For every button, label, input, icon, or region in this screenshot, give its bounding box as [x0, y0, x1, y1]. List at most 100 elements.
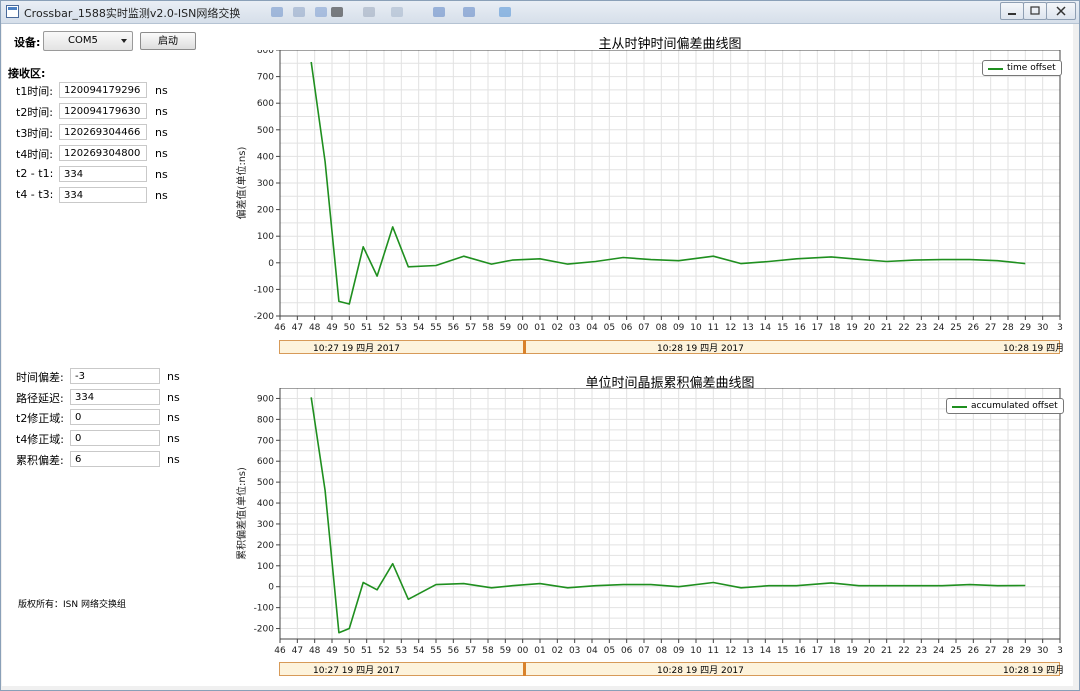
x-tick-label: 26: [968, 646, 980, 656]
x-tick-label: 24: [933, 323, 945, 333]
x-tick-label: 28: [1002, 323, 1014, 333]
result-label: t4修正域:: [16, 433, 65, 446]
x-tick-label: 08: [656, 323, 668, 333]
y-tick-label: 300: [257, 520, 274, 530]
legend-label: accumulated offset: [971, 401, 1058, 411]
minimize-button[interactable]: [1000, 2, 1024, 20]
restore-button[interactable]: [1023, 2, 1047, 20]
chevron-down-icon: [121, 39, 127, 43]
x-tick-label: 27: [985, 323, 996, 333]
receive-label: t2 - t1:: [16, 167, 54, 180]
y-tick-label: 100: [257, 562, 274, 572]
taskbar-icon: [331, 7, 343, 17]
y-tick-label: -200: [254, 625, 275, 635]
x-tick-label: 46: [274, 323, 286, 333]
x-tick-label: 12: [725, 646, 736, 656]
time-range-handle[interactable]: [523, 340, 526, 354]
time-range-bar[interactable]: 10:27 19 四月 2017 10:28 19 四月 2017 10:28 …: [279, 340, 1064, 354]
x-tick-label: 29: [1020, 646, 1032, 656]
time-range-mid: 10:28 19 四月 2017: [657, 666, 744, 676]
start-button[interactable]: 启动: [140, 32, 196, 50]
y-tick-label: 500: [257, 126, 274, 136]
receive-label: t1时间:: [16, 85, 54, 98]
x-tick-label: 19: [846, 323, 858, 333]
x-tick-label: 29: [1020, 323, 1032, 333]
x-tick-label: 07: [638, 646, 649, 656]
x-tick-label: 08: [656, 646, 668, 656]
time-range-mid: 10:28 19 四月 2017: [657, 344, 744, 354]
receive-field[interactable]: 334: [59, 187, 147, 203]
x-tick-label: 18: [829, 646, 841, 656]
result-field[interactable]: -3: [70, 368, 160, 384]
y-tick-label: -200: [254, 312, 275, 322]
x-tick-label: 58: [482, 646, 494, 656]
receive-field[interactable]: 334: [59, 166, 147, 182]
y-tick-label: 100: [257, 232, 274, 242]
x-tick-label: 57: [465, 323, 476, 333]
unit-label: ns: [167, 370, 180, 383]
result-field[interactable]: 334: [70, 389, 160, 405]
y-axis-label: 累积偏差值(单位:ns): [235, 467, 248, 560]
result-field[interactable]: 6: [70, 451, 160, 467]
x-tick-label: 56: [448, 323, 460, 333]
y-tick-label: 0: [268, 583, 274, 593]
device-select[interactable]: COM5: [43, 31, 133, 51]
x-tick-label: 25: [950, 323, 961, 333]
unit-label: ns: [167, 411, 180, 424]
x-tick-label: 17: [812, 323, 823, 333]
device-label: 设备:: [14, 36, 41, 49]
x-tick-label: 09: [673, 323, 685, 333]
time-range-end: 10:28 19 四月: [1003, 666, 1065, 676]
receive-field[interactable]: 120269304466: [59, 124, 147, 140]
unit-label: ns: [155, 84, 168, 97]
app-icon: [6, 5, 19, 18]
x-tick-label: 23: [916, 323, 927, 333]
legend-label: time offset: [1007, 63, 1056, 73]
result-label: t2修正域:: [16, 412, 65, 425]
x-tick-label: 07: [638, 323, 649, 333]
result-field[interactable]: 0: [70, 409, 160, 425]
x-tick-label: 53: [396, 646, 407, 656]
result-field[interactable]: 0: [70, 430, 160, 446]
x-tick-label: 01: [534, 323, 545, 333]
receive-field[interactable]: 120269304800: [59, 145, 147, 161]
x-tick-label: 59: [500, 323, 512, 333]
receive-field[interactable]: 120094179630: [59, 103, 147, 119]
x-tick-label: 20: [864, 323, 876, 333]
taskbar-icon: [315, 7, 327, 17]
y-tick-label: 200: [257, 206, 274, 216]
window-title: Crossbar_1588实时监测v2.0-ISN网络交换: [24, 7, 241, 20]
x-tick-label: 58: [482, 323, 494, 333]
legend-swatch: [988, 68, 1003, 70]
legend-swatch: [952, 406, 967, 408]
time-offset-chart: 46 47 48 49 50 51 52 53 54 55 56 57 58 59 00 01 02 03 04 05…: [235, 50, 1063, 333]
taskbar-icon: [391, 7, 403, 17]
x-tick-label: 49: [326, 323, 338, 333]
title-bar: Crossbar_1588实时监测v2.0-ISN网络交换: [1, 1, 1079, 24]
x-tick-label: 19: [846, 646, 858, 656]
y-tick-label: 600: [257, 99, 274, 109]
time-range-start: 10:27 19 四月 2017: [313, 666, 400, 676]
x-tick-label: 10: [690, 323, 702, 333]
x-tick-label: 16: [794, 323, 806, 333]
x-tick-label: 47: [292, 646, 303, 656]
y-tick-label: 600: [257, 457, 274, 467]
restore-icon: [1030, 6, 1040, 15]
receive-heading: 接收区:: [8, 67, 46, 80]
close-icon: [1056, 6, 1066, 16]
x-tick-label: 55: [430, 646, 441, 656]
unit-label: ns: [155, 189, 168, 202]
time-range-handle[interactable]: [523, 662, 526, 676]
x-tick-label: 52: [378, 323, 389, 333]
x-tick-label: 00: [517, 646, 529, 656]
time-range-bar[interactable]: 10:27 19 四月 2017 10:28 19 四月 2017 10:28 …: [279, 662, 1064, 676]
x-tick-label: 13: [742, 646, 753, 656]
close-button[interactable]: [1046, 2, 1076, 20]
series-line: [310, 61, 1026, 305]
receive-field[interactable]: 120094179296: [59, 82, 147, 98]
x-tick-label: 28: [1002, 646, 1014, 656]
chart-legend: time offset: [982, 60, 1062, 76]
accumulated-offset-chart: 46 47 48 49 50 51 52 53 54 55 56 57 58 59 00 01 02 03 04 05…: [235, 388, 1063, 656]
x-tick-label: 3: [1057, 323, 1063, 333]
y-tick-label: -100: [254, 604, 275, 614]
